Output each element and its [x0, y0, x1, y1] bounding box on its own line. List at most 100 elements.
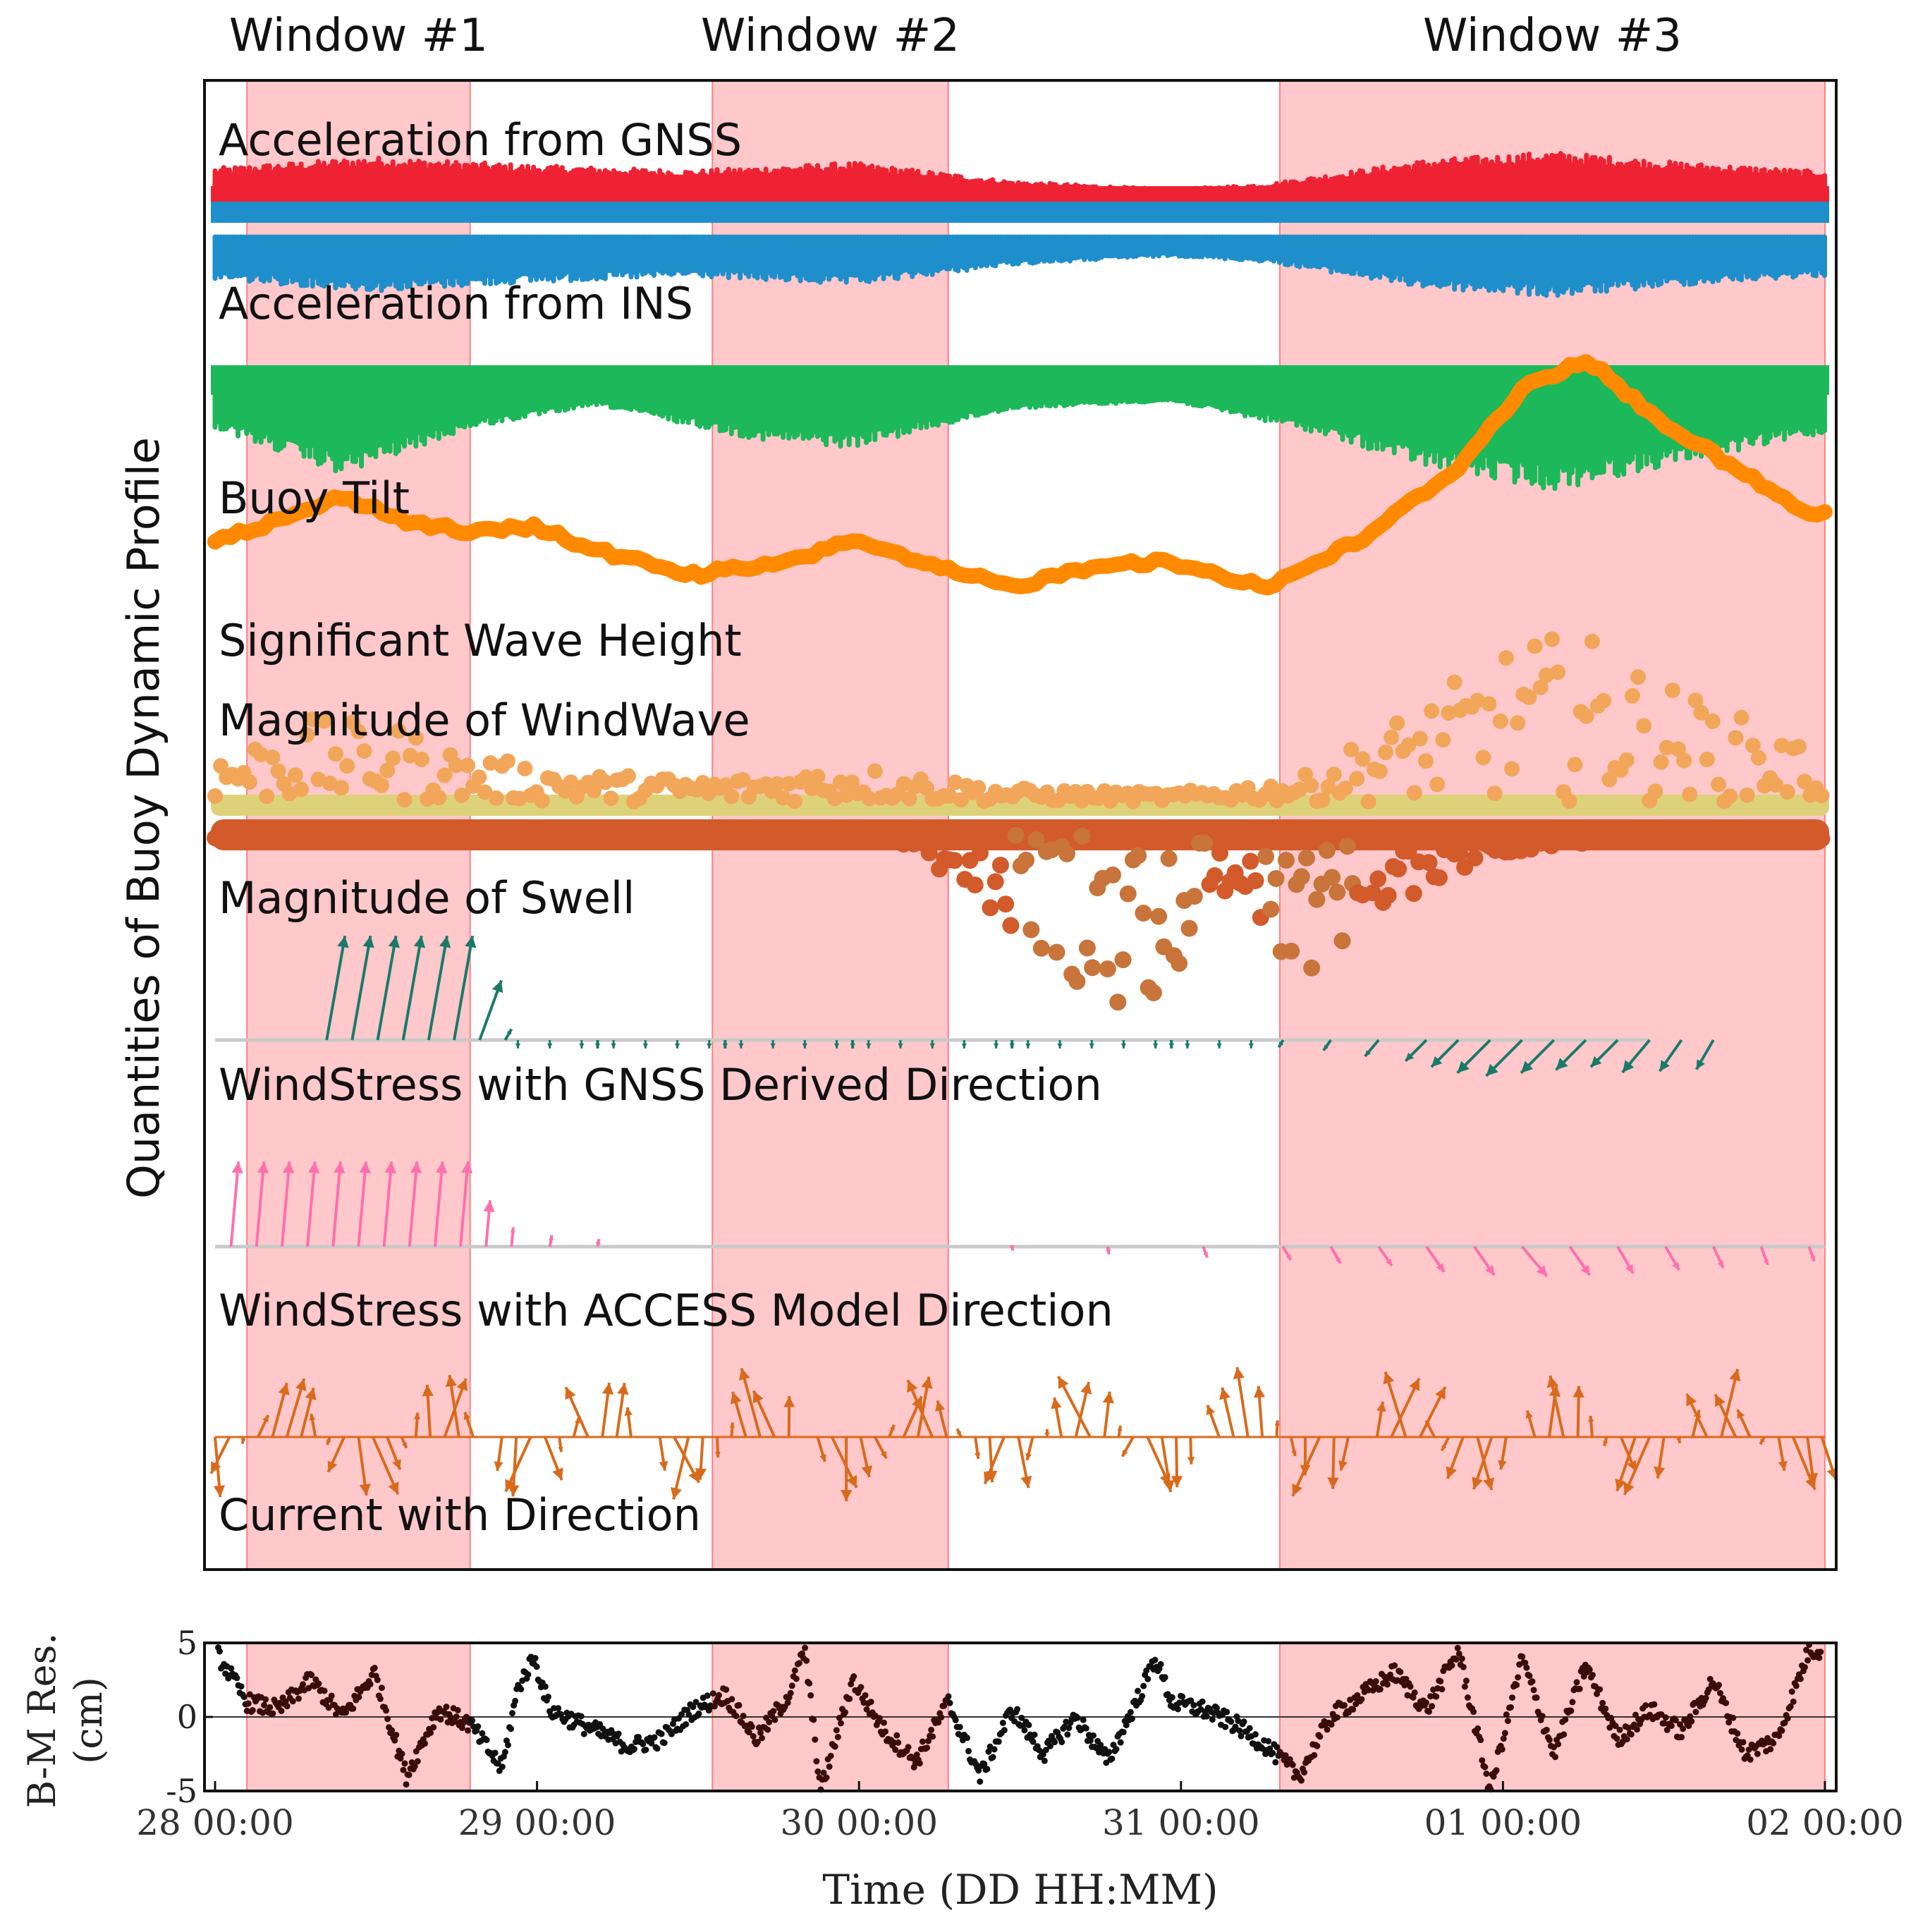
swell-point: [1257, 848, 1275, 865]
y-tick-label: 0: [177, 1698, 197, 1736]
swell-point: [1813, 830, 1831, 848]
access-arrow-head: [334, 1161, 346, 1174]
swell-point: [1032, 939, 1050, 957]
residual-point: [833, 1727, 840, 1734]
residual-point: [1039, 1751, 1046, 1758]
series-label: Magnitude of Swell: [219, 872, 635, 924]
residual-point: [508, 1725, 515, 1732]
residual-point: [1479, 1757, 1486, 1764]
residual-point: [740, 1713, 747, 1720]
residual-point: [862, 1692, 869, 1699]
windwave-point: [867, 763, 883, 779]
access-arrow-head: [359, 1161, 371, 1174]
residual-point: [1770, 1740, 1777, 1747]
residual-point: [658, 1730, 665, 1737]
residual-point: [1745, 1746, 1752, 1753]
current-arrow-head: [738, 1368, 750, 1381]
current-arrow: [1720, 1369, 1740, 1438]
series-label: Acceleration from INS: [219, 278, 693, 329]
residual-point: [814, 1768, 822, 1775]
windwave-point: [431, 790, 447, 806]
current-arrow-head: [211, 1461, 221, 1474]
windwave-point: [1349, 771, 1365, 787]
residual-point: [1651, 1701, 1658, 1708]
ins-core: [211, 202, 1829, 223]
bottom-x-ticks: 28 00:00 29 00:00 30 00:00 31 00:00 01 00:00…: [136, 1781, 1904, 1843]
current-arrow-head: [305, 1388, 317, 1400]
swell-point: [1018, 851, 1035, 869]
residual-point: [916, 1760, 923, 1767]
residual-point: [1792, 1682, 1800, 1689]
residual-point: [414, 1758, 421, 1765]
residual-point: [1358, 1696, 1365, 1703]
access-arrow-head: [595, 1239, 601, 1245]
residual-point: [836, 1714, 843, 1721]
gnss-arrow-head: [1248, 1043, 1254, 1048]
current-arrow-head: [508, 1484, 520, 1497]
gnss-arrow-head: [802, 1043, 807, 1048]
residual-point: [1501, 1730, 1508, 1737]
gnss-arrow-head: [515, 1043, 521, 1048]
windwave-point: [270, 763, 286, 779]
windwave-point: [1446, 674, 1462, 690]
residual-point: [802, 1644, 809, 1651]
current-arrow-head: [1187, 1457, 1195, 1465]
residual-point: [1030, 1738, 1037, 1745]
residual-point: [1596, 1686, 1604, 1693]
access-arrow-head: [483, 1200, 495, 1212]
series-windstress-access: [215, 1161, 1825, 1278]
residual-point: [1623, 1736, 1630, 1743]
residual-point: [788, 1682, 795, 1689]
access-arrow-head: [510, 1227, 515, 1233]
residual-point: [826, 1763, 833, 1770]
windwave-point: [1389, 715, 1405, 731]
residual-point: [350, 1705, 357, 1712]
residual-point: [1228, 1718, 1235, 1725]
windwave-point: [477, 784, 493, 800]
residual-point: [1439, 1686, 1446, 1693]
access-arrow-head: [435, 1161, 448, 1174]
residual-point: [1289, 1761, 1296, 1768]
residual-point: [1058, 1739, 1065, 1746]
access-arrow-head: [1203, 1252, 1209, 1258]
swell-point: [997, 895, 1015, 913]
access-arrow-head: [282, 1161, 295, 1174]
residual-point: [1018, 1714, 1025, 1721]
residual-point: [447, 1714, 454, 1721]
swell-point: [1405, 885, 1422, 903]
current-arrow-head: [1737, 1410, 1745, 1419]
x-tick-label: 30 00:00: [780, 1802, 938, 1843]
residual-point: [533, 1663, 540, 1670]
current-arrow-head: [1686, 1393, 1697, 1407]
windwave-point: [207, 788, 223, 804]
residual-point: [759, 1735, 766, 1742]
residual-point: [1552, 1754, 1559, 1761]
residual-point: [1236, 1728, 1243, 1735]
residual-point: [1397, 1668, 1404, 1675]
residual-point: [651, 1734, 658, 1741]
current-arrow-head: [213, 1485, 226, 1498]
current-arrow-head: [359, 1483, 371, 1496]
residual-point: [315, 1680, 322, 1687]
residual-point: [512, 1697, 519, 1704]
residual-point: [1498, 1746, 1505, 1753]
access-arrow: [408, 1161, 419, 1247]
residual-point: [1311, 1751, 1318, 1759]
residual-point: [668, 1730, 675, 1737]
access-arrow-head: [1580, 1264, 1590, 1276]
residual-point: [1161, 1674, 1168, 1681]
residual-point: [1458, 1655, 1465, 1662]
swell-point: [987, 873, 1004, 891]
residual-point: [525, 1671, 532, 1678]
bottom-y-ticks: 5 0 -5: [166, 1624, 213, 1810]
residual-point: [1120, 1729, 1127, 1736]
swell-point: [1267, 869, 1285, 887]
residual-point: [880, 1719, 887, 1726]
residual-point: [1482, 1763, 1489, 1771]
residual-point: [965, 1747, 972, 1754]
residual-point: [1738, 1746, 1745, 1753]
residual-point: [308, 1672, 315, 1679]
residual-point: [827, 1752, 834, 1759]
residual-point: [723, 1686, 730, 1693]
residual-point: [1140, 1682, 1147, 1689]
